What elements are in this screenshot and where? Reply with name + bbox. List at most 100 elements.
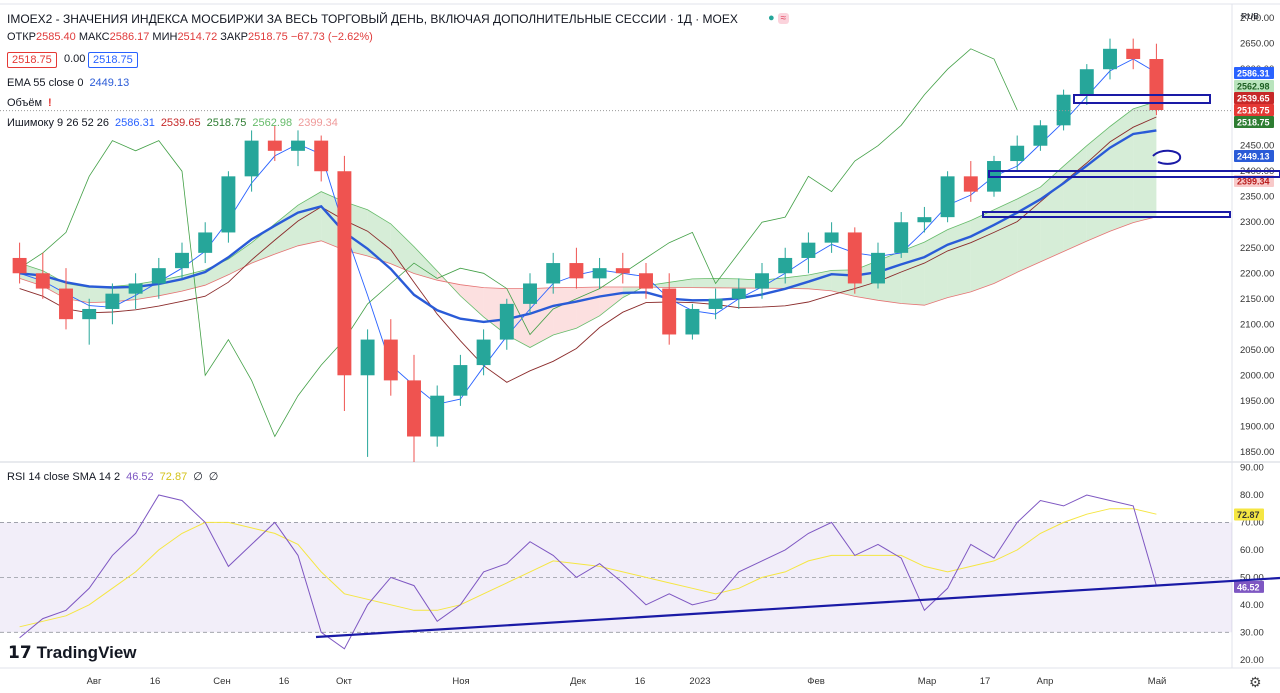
price-tag-label: 2399.34: [1237, 177, 1270, 187]
ema-legend[interactable]: EMA 55 close 0 2449.13: [7, 77, 135, 89]
price-tag-label: 2449.13: [1237, 152, 1270, 162]
candle: [1033, 120, 1048, 151]
candle: [708, 288, 723, 320]
price-tag-label: 2518.75: [1237, 106, 1270, 116]
settings-gear-icon[interactable]: ⚙: [1249, 674, 1262, 690]
ichimoku-cloud-segment: [1040, 166, 1064, 262]
ichimoku-cloud-segment: [390, 223, 414, 274]
ichimoku-cloud-segment: [460, 284, 484, 317]
sell-price-box[interactable]: 2518.75: [7, 52, 57, 68]
ichimoku-cloud-segment: [1017, 187, 1041, 273]
candle: [639, 263, 653, 299]
candle: [1056, 89, 1071, 131]
chart-title: IMOEX2 - ЗНАЧЕНИЯ ИНДЕКСА МОСБИРЖИ ЗА ВЕ…: [7, 12, 738, 26]
candle: [801, 232, 816, 274]
time-tick-label: 16: [635, 676, 646, 687]
candle-body: [1056, 94, 1071, 126]
resistance-box: [1073, 94, 1211, 104]
price-tick-label: 1900.00: [1240, 421, 1274, 432]
candle: [128, 273, 143, 309]
candle-body: [523, 283, 537, 304]
ichimoku-cloud-segment: [182, 269, 206, 292]
buy-price-box[interactable]: 2518.75: [88, 52, 138, 68]
candle-body: [1033, 125, 1048, 146]
candle-body: [894, 222, 909, 253]
candle-body: [871, 252, 885, 284]
rsi-tag: 46.52: [1234, 580, 1264, 593]
volume-legend-label: Объём: [7, 97, 43, 109]
price-pane[interactable]: [0, 3, 1280, 669]
candle: [198, 222, 213, 264]
price-tag-bg: [1234, 150, 1274, 162]
ichimoku-legend-label: Ишимоку 9 26 52 26: [7, 117, 110, 129]
candle-body: [801, 242, 816, 258]
price-tag-bg: [1234, 116, 1274, 128]
time-tick-label: Окт: [336, 676, 353, 687]
ichimoku-cloud-segment: [274, 205, 298, 255]
candle-body: [940, 176, 955, 218]
candle-body: [569, 263, 584, 279]
warning-icon[interactable]: !: [48, 97, 52, 109]
user-drawings: [315, 94, 1280, 639]
ichimoku-cloud-segment: [228, 242, 252, 275]
currency-label[interactable]: RUB: [1241, 11, 1259, 21]
price-tick-label: 2250.00: [1240, 243, 1274, 254]
candle: [569, 247, 584, 289]
price-tag: 2449.13: [1234, 150, 1274, 162]
candle: [1079, 64, 1094, 105]
ichimoku-cloud-segment: [669, 278, 693, 288]
candle-body: [1149, 59, 1164, 111]
ichimoku-cloud-segment: [1063, 145, 1087, 252]
candle-body: [615, 268, 630, 274]
rsi-tag-bg: [1234, 580, 1264, 593]
time-tick-label: Дек: [570, 676, 587, 687]
candle: [499, 298, 514, 350]
candle-body: [151, 268, 166, 284]
ema-legend-value: 2449.13: [89, 77, 130, 89]
time-tick-label: Апр: [1037, 676, 1054, 687]
time-tick-label: Авг: [87, 676, 102, 687]
candle: [453, 354, 468, 406]
candle-body: [360, 339, 375, 376]
rsi-legend[interactable]: RSI 14 close SMA 14 2 46.52 72.87 ∅ ∅: [7, 471, 219, 483]
price-tag: 2562.98: [1234, 80, 1274, 92]
price-tick-label: 2050.00: [1240, 345, 1274, 356]
tradingview-logo-icon: 𝟭𝟳: [8, 643, 32, 662]
candle: [778, 247, 793, 284]
rsi-tick-label: 90.00: [1240, 462, 1264, 473]
candle-body: [244, 140, 259, 177]
candle-body: [847, 232, 862, 284]
close-value: 2518.75: [248, 31, 288, 43]
price-tag: 2539.65: [1234, 92, 1274, 104]
candle: [59, 268, 73, 330]
ichimoku-cloud-segment: [994, 199, 1018, 284]
kijun-sen-line: [19, 116, 1157, 383]
senkou-span-a: [19, 101, 1157, 348]
price-tag-bg: [1234, 104, 1274, 116]
price-tick-label: 2450.00: [1240, 141, 1274, 152]
candle: [151, 257, 166, 299]
ichimoku-legend[interactable]: Ишимоку 9 26 52 26 2586.31 2539.65 2518.75 2…: [7, 117, 338, 129]
ema-55-line: [19, 129, 1157, 324]
price-tick-label: 2650.00: [1240, 39, 1274, 50]
candle: [12, 242, 27, 284]
candle-body: [105, 293, 120, 309]
ichimoku-cloud-segment: [414, 246, 438, 281]
candle: [662, 273, 677, 345]
time-tick-label: 16: [150, 676, 161, 687]
price-tick-label: 2700.00: [1240, 13, 1274, 24]
rsi-pane[interactable]: [0, 494, 1232, 650]
ichimoku-cloud-segment: [715, 278, 739, 288]
candle: [824, 222, 839, 253]
volume-legend[interactable]: Объём!: [7, 97, 58, 109]
market-status[interactable]: ● ≈: [768, 12, 790, 24]
price-tag: 2518.75: [1234, 116, 1274, 128]
candle-body: [778, 257, 793, 274]
candle: [267, 125, 282, 162]
candle-body: [592, 268, 607, 279]
candle: [755, 263, 769, 299]
candle: [917, 206, 932, 233]
price-tick-label: 2150.00: [1240, 294, 1274, 305]
tradingview-logo[interactable]: 𝟭𝟳 TradingView: [8, 643, 137, 663]
